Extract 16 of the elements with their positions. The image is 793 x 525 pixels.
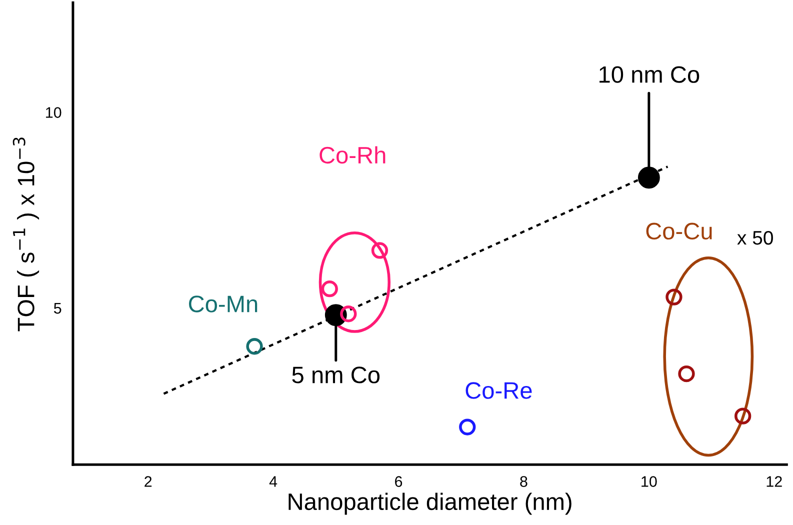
x-tick-label: 2: [144, 476, 152, 487]
y-tick-label: 5: [54, 303, 62, 314]
x-tick-label: 8: [520, 476, 528, 487]
annotation: 10 nm Co: [600, 66, 700, 83]
x-tick-label: 12: [766, 476, 782, 487]
x-tick-label: 4: [269, 476, 278, 487]
series-label: Co-Re: [466, 382, 532, 399]
x-tick-label: 10: [642, 476, 657, 487]
x-axis-title: Nanoparticle diameter (nm): [288, 492, 572, 515]
y-axis-title: TOF ( s$^{−1}$ ) x 10$^{−3}$: [12, 138, 40, 332]
x-tick-label: 6: [395, 476, 402, 487]
text: Co-Cu: [646, 222, 712, 240]
text: Co-Rh: [320, 146, 386, 164]
annotation: x 50: [737, 230, 773, 245]
annotation: 5 nm Co: [292, 366, 380, 384]
series-label: Co-Mn: [188, 296, 258, 312]
